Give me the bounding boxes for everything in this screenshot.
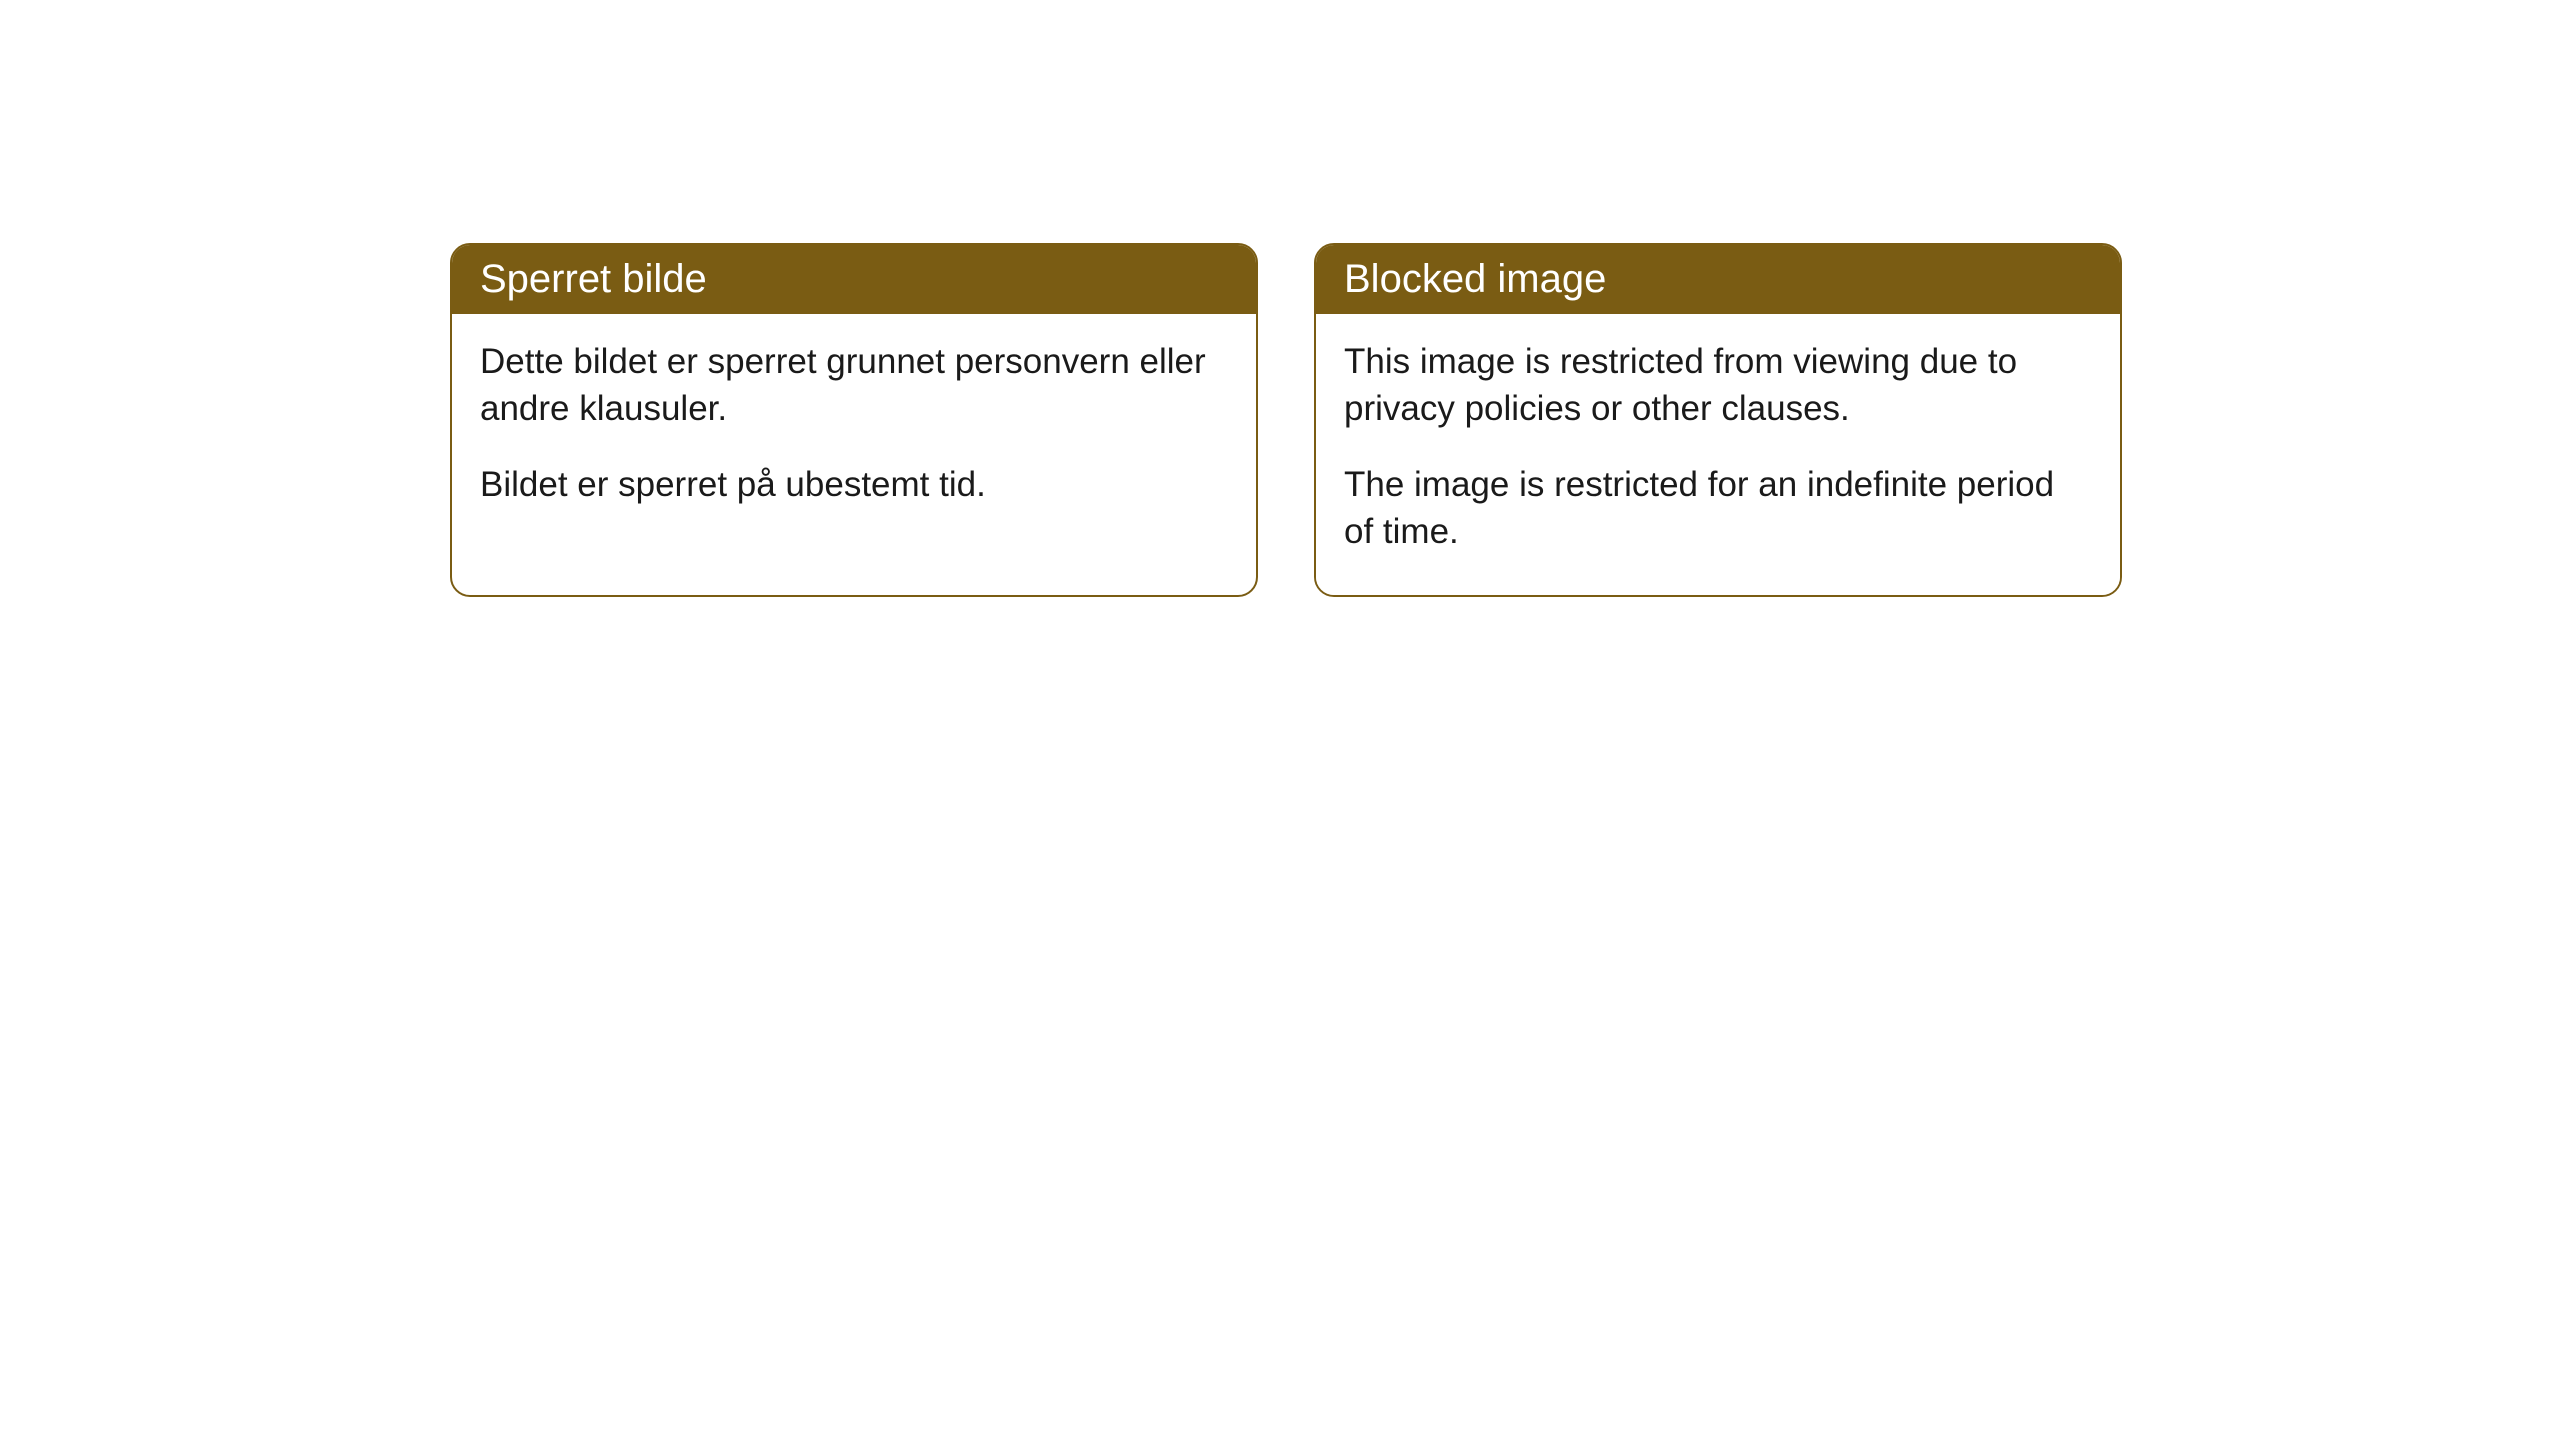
- notice-card-norwegian: Sperret bilde Dette bildet er sperret gr…: [450, 243, 1258, 597]
- card-body: Dette bildet er sperret grunnet personve…: [452, 314, 1256, 548]
- notice-card-english: Blocked image This image is restricted f…: [1314, 243, 2122, 597]
- card-title: Blocked image: [1344, 257, 1606, 301]
- card-header: Sperret bilde: [452, 245, 1256, 314]
- card-paragraph-2: The image is restricted for an indefinit…: [1344, 461, 2092, 556]
- card-paragraph-2: Bildet er sperret på ubestemt tid.: [480, 461, 1228, 508]
- card-paragraph-1: This image is restricted from viewing du…: [1344, 338, 2092, 433]
- card-body: This image is restricted from viewing du…: [1316, 314, 2120, 595]
- card-header: Blocked image: [1316, 245, 2120, 314]
- notice-cards-container: Sperret bilde Dette bildet er sperret gr…: [450, 243, 2122, 597]
- card-paragraph-1: Dette bildet er sperret grunnet personve…: [480, 338, 1228, 433]
- card-title: Sperret bilde: [480, 257, 707, 301]
